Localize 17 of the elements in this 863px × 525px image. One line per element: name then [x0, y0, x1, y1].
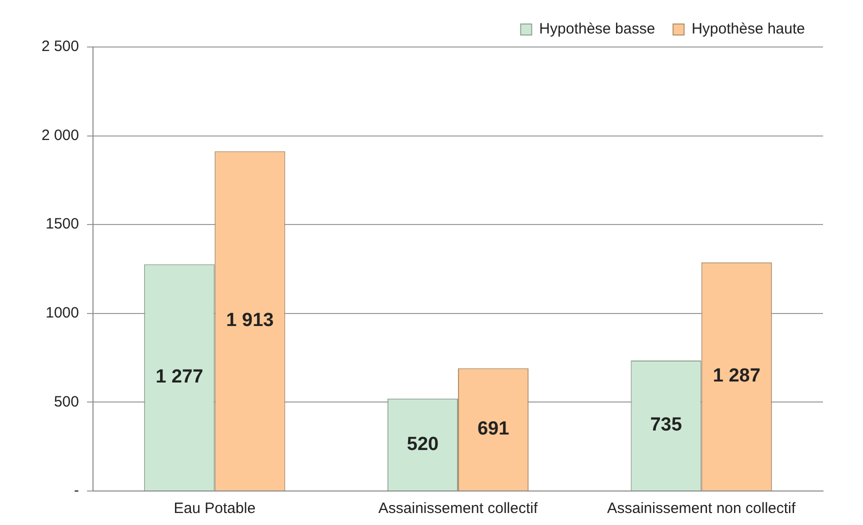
- y-tick-label: -: [74, 482, 79, 500]
- y-tick-label: 1000: [46, 304, 79, 322]
- data-label: 1 277: [156, 366, 204, 388]
- legend-label: Hypothèse basse: [539, 20, 656, 38]
- y-tick-label: 2 500: [41, 38, 79, 56]
- y-tick-label: 500: [54, 393, 79, 410]
- data-label: 735: [650, 414, 682, 436]
- y-tick-label: 2 000: [41, 126, 79, 144]
- x-tick-label: Assainissement non collectif: [607, 500, 796, 518]
- data-label: 691: [477, 418, 510, 440]
- data-label: 1 287: [712, 366, 760, 387]
- data-label: 1 913: [226, 310, 274, 332]
- x-tick-label: Eau Potable: [174, 500, 256, 518]
- data-label: 520: [406, 434, 439, 455]
- x-tick-label: Assainissement collectif: [378, 500, 538, 518]
- legend-label: Hypothèse haute: [692, 20, 806, 38]
- y-tick-label: 1500: [46, 216, 79, 233]
